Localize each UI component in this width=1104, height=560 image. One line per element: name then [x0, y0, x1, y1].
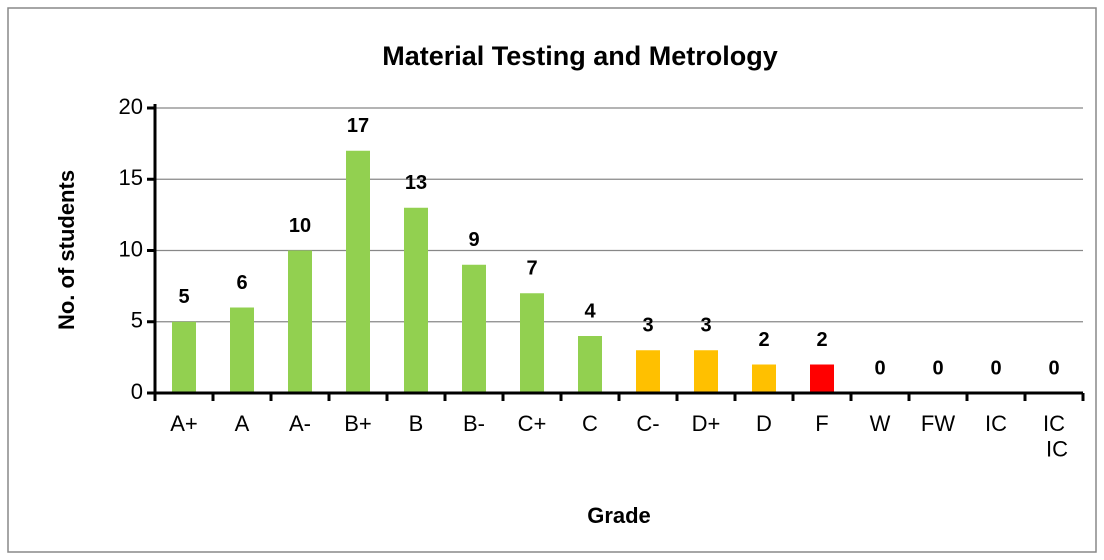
data-label: 0: [932, 357, 943, 379]
bar: [462, 264, 486, 393]
data-label: 3: [642, 315, 653, 337]
data-label: 0: [874, 357, 885, 379]
bar: [172, 321, 196, 393]
data-label: 2: [758, 329, 769, 351]
x-tick-label: B-: [463, 411, 485, 436]
x-tick-label: D: [756, 411, 772, 436]
data-label: 2: [816, 329, 827, 351]
data-label: 10: [289, 215, 311, 237]
bar: [520, 293, 544, 393]
y-tick-label: 10: [119, 236, 143, 261]
x-tick-label: A: [235, 411, 250, 436]
x-tick-label: IC: [985, 411, 1007, 436]
y-axis-label: No. of students: [54, 170, 79, 330]
x-tick-label: B+: [344, 411, 372, 436]
x-tick-label: FW: [921, 411, 955, 436]
bar: [346, 150, 370, 393]
y-tick-label: 20: [119, 94, 143, 119]
y-tick-label: 15: [119, 165, 143, 190]
data-label: 17: [347, 115, 369, 137]
x-tick-label: B: [409, 411, 424, 436]
data-label: 5: [178, 286, 189, 308]
x-tick-label: F: [815, 411, 828, 436]
y-tick-label: 0: [131, 379, 143, 404]
data-label: 13: [405, 172, 427, 194]
bar: [752, 364, 776, 393]
data-label: 6: [236, 272, 247, 294]
chart-title: Material Testing and Metrology: [382, 41, 778, 71]
y-tick-label: 5: [131, 308, 143, 333]
data-label: 7: [526, 258, 537, 280]
bar: [636, 350, 660, 393]
data-label: 3: [700, 315, 711, 337]
data-label: 0: [990, 357, 1001, 379]
x-tick-label: D+: [692, 411, 721, 436]
data-label: 9: [468, 229, 479, 251]
x-tick-label: IC IC: [1040, 411, 1068, 461]
data-label: 0: [1048, 357, 1059, 379]
bar: [578, 336, 602, 393]
x-tick-label: A-: [289, 411, 311, 436]
x-tick-label: C: [582, 411, 598, 436]
x-tick-label: W: [870, 411, 891, 436]
x-tick-label: C-: [636, 411, 659, 436]
x-tick-label: C+: [518, 411, 547, 436]
bar: [810, 364, 834, 393]
bar: [694, 350, 718, 393]
x-tick-label: A+: [170, 411, 198, 436]
data-label: 4: [584, 300, 596, 322]
chart-border: [7, 7, 1097, 553]
bar: [230, 307, 254, 393]
bar: [404, 207, 428, 393]
bar: [288, 250, 312, 393]
x-axis-label: Grade: [587, 503, 651, 528]
